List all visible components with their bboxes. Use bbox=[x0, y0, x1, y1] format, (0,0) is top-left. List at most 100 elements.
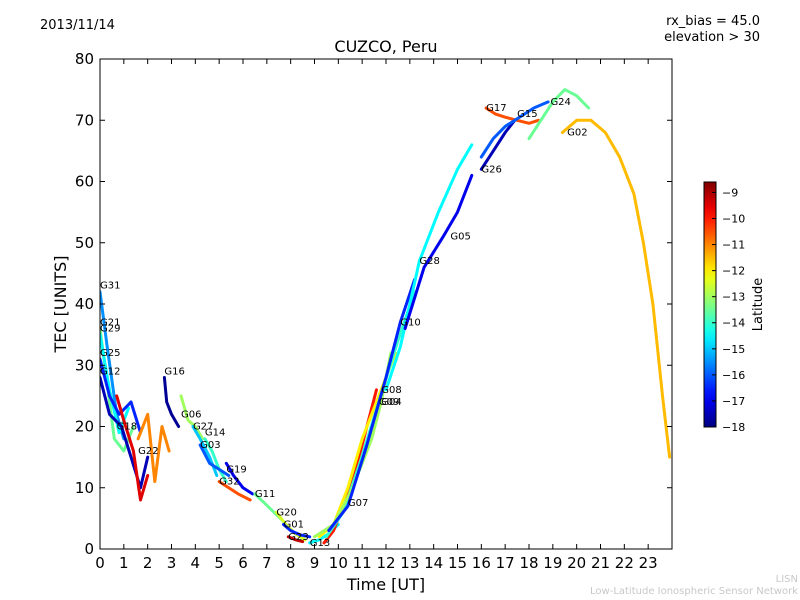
series-line-g06 bbox=[179, 394, 204, 441]
sat-label-g15: G15 bbox=[517, 109, 537, 120]
rx-bias-label: rx_bias = 45.0 bbox=[666, 14, 760, 29]
series-line-g32 bbox=[217, 480, 252, 502]
sat-label-g25: G25 bbox=[100, 348, 120, 359]
colorbar-tick-label: −9 bbox=[722, 186, 738, 199]
y-tick-label: 20 bbox=[75, 418, 94, 436]
series-line-g12 bbox=[100, 376, 150, 490]
sat-label-g13: G13 bbox=[310, 538, 330, 549]
x-tick-label: 22 bbox=[615, 554, 634, 572]
series-line-g28 bbox=[384, 143, 474, 392]
footer: LISN Low-Latitude Ionospheric Sensor Net… bbox=[590, 574, 798, 598]
sat-label-g31: G31 bbox=[100, 281, 120, 292]
sat-label-g04: G04 bbox=[381, 397, 401, 408]
sat-label-g26: G26 bbox=[481, 164, 501, 175]
colorbar-tick-label: −18 bbox=[722, 421, 745, 434]
series-line-g02 bbox=[560, 118, 672, 459]
x-axis-label: Time [UT] bbox=[346, 575, 425, 594]
footer-lisn: LISN bbox=[775, 574, 798, 585]
y-tick-label: 10 bbox=[75, 479, 94, 497]
colorbar-tick-label: −12 bbox=[722, 265, 745, 278]
series-line-g17 bbox=[484, 106, 540, 125]
y-tick-label: 0 bbox=[84, 540, 94, 558]
sat-label-g06: G06 bbox=[181, 409, 201, 420]
sat-label-g10: G10 bbox=[400, 317, 420, 328]
colorbar-tick-label: −15 bbox=[722, 343, 745, 356]
series-line-g26 bbox=[479, 118, 517, 171]
series-line-g19 bbox=[224, 461, 254, 496]
x-tick-label: 7 bbox=[262, 554, 272, 572]
sat-label-g14: G14 bbox=[205, 428, 225, 439]
x-tick-label: 0 bbox=[95, 554, 105, 572]
series-line-g15 bbox=[479, 100, 550, 159]
info-block: rx_bias = 45.0 elevation > 30 bbox=[664, 14, 760, 46]
y-tick-label: 70 bbox=[75, 111, 94, 129]
series-line-g25 bbox=[100, 357, 142, 435]
chart-title: CUZCO, Peru bbox=[334, 37, 438, 56]
sat-label-g20: G20 bbox=[276, 507, 296, 518]
sat-label-g09: G09 bbox=[379, 397, 399, 408]
axes: 0 1 2 3 4 5 6 7 8 9 10 11 12 13 14 15 16 17 18 19 20 21 22 2301… bbox=[75, 50, 673, 572]
sat-label-g32: G32 bbox=[219, 477, 239, 488]
x-tick-label: 21 bbox=[591, 554, 610, 572]
x-tick-label: 9 bbox=[310, 554, 320, 572]
y-tick-label: 40 bbox=[75, 295, 94, 313]
series-line-g04 bbox=[313, 351, 393, 539]
colorbar-label: Latitude bbox=[751, 278, 766, 332]
sat-label-g29: G29 bbox=[100, 324, 120, 335]
sat-label-g19: G19 bbox=[226, 464, 246, 475]
elevation-label: elevation > 30 bbox=[664, 30, 760, 45]
x-tick-label: 5 bbox=[214, 554, 224, 572]
series-line-g14 bbox=[203, 437, 228, 484]
sat-label-g11: G11 bbox=[255, 489, 275, 500]
x-tick-label: 8 bbox=[286, 554, 296, 572]
x-tick-label: 6 bbox=[238, 554, 248, 572]
sat-label-g03: G03 bbox=[200, 440, 220, 451]
sat-label-g05: G05 bbox=[450, 232, 470, 243]
colorbar-gradient bbox=[703, 181, 717, 428]
series-line-g01 bbox=[282, 523, 312, 539]
x-tick-label: 4 bbox=[191, 554, 201, 572]
colorbar-tick-label: −11 bbox=[722, 239, 745, 252]
y-tick-label: 50 bbox=[75, 234, 94, 252]
sat-label-g02: G02 bbox=[567, 128, 587, 139]
x-tick-label: 11 bbox=[353, 554, 372, 572]
series-line-g23 bbox=[286, 535, 305, 544]
footer-network: Low-Latitude Ionospheric Sensor Network bbox=[590, 586, 798, 597]
y-tick-label: 60 bbox=[75, 173, 94, 191]
y-tick-label: 30 bbox=[75, 356, 94, 374]
sat-label-g24: G24 bbox=[550, 97, 570, 108]
date-label: 2013/11/14 bbox=[40, 18, 115, 33]
sat-label-g28: G28 bbox=[419, 256, 439, 267]
x-tick-label: 12 bbox=[376, 554, 395, 572]
x-tick-label: 3 bbox=[167, 554, 177, 572]
y-axis-label: TEC [UNITS] bbox=[51, 256, 70, 354]
colorbar-tick-label: −17 bbox=[722, 395, 745, 408]
series-line-g07 bbox=[322, 388, 378, 545]
colorbar-tick-label: −13 bbox=[722, 291, 745, 304]
sat-label-g21: G21 bbox=[100, 317, 120, 328]
y-tick-label: 80 bbox=[75, 50, 94, 68]
sat-label-g16: G16 bbox=[164, 366, 184, 377]
sat-label-g12: G12 bbox=[100, 366, 120, 377]
series-line-g03 bbox=[198, 443, 231, 477]
series-line-g10 bbox=[327, 278, 417, 533]
colorbar-tick-label: −16 bbox=[722, 369, 745, 382]
x-tick-label: 17 bbox=[496, 554, 515, 572]
series-line-g18 bbox=[115, 394, 150, 502]
sat-label-g17: G17 bbox=[486, 103, 506, 114]
colorbar: −18 −17 −16 −15 −14 −13 −12 −11 −10 −9 bbox=[703, 181, 745, 434]
sat-label-g18: G18 bbox=[117, 422, 137, 433]
x-tick-label: 10 bbox=[329, 554, 348, 572]
series-line-g05 bbox=[403, 173, 474, 330]
x-tick-label: 18 bbox=[519, 554, 538, 572]
colorbar-tick-label: −14 bbox=[722, 317, 745, 330]
sat-label-g23: G23 bbox=[288, 532, 308, 543]
sat-label-g08: G08 bbox=[381, 385, 401, 396]
series-line-g22 bbox=[136, 412, 171, 484]
x-tick-label: 2 bbox=[143, 554, 153, 572]
x-tick-label: 1 bbox=[119, 554, 129, 572]
x-tick-label: 16 bbox=[472, 554, 491, 572]
sat-label-g22: G22 bbox=[138, 446, 158, 457]
